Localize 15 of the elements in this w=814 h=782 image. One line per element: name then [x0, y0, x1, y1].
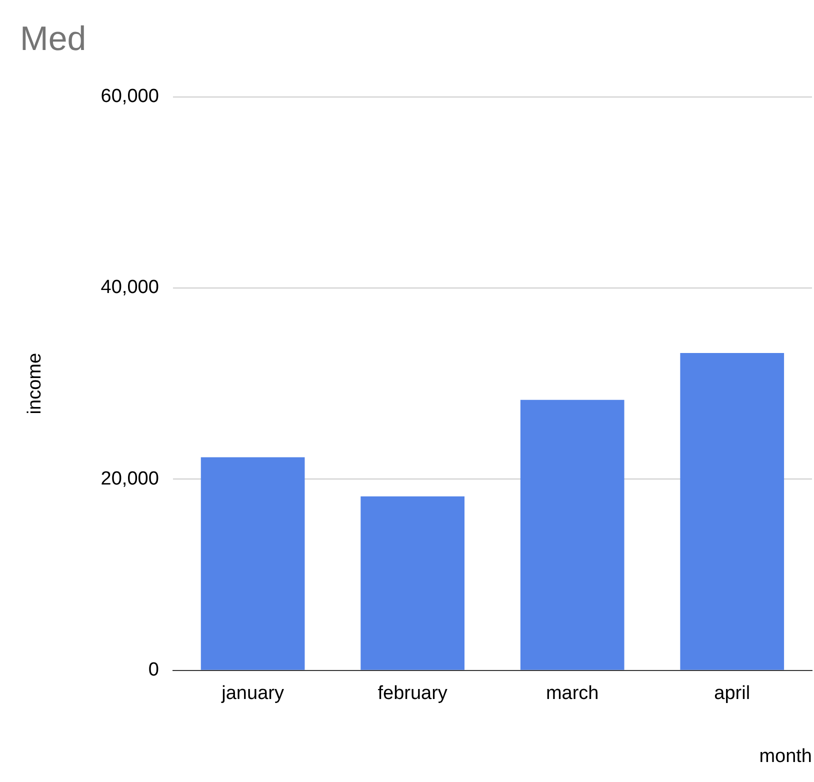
bar	[360, 496, 464, 670]
y-tick-label: 60,000	[100, 86, 159, 108]
y-tick-label: 40,000	[100, 277, 159, 298]
y-tick-label: 0	[148, 660, 159, 681]
x-tick-label: february	[378, 683, 448, 704]
bar	[520, 400, 624, 670]
x-axis-title: month	[759, 746, 812, 767]
x-tick-label: april	[714, 683, 750, 704]
bar	[200, 457, 305, 670]
y-tick-label: 20,000	[100, 468, 159, 490]
chart-title: Med	[20, 20, 86, 58]
x-tick-label: march	[546, 683, 599, 704]
x-tick-label: january	[220, 683, 284, 704]
bar	[680, 353, 784, 670]
y-axis-title: income	[24, 352, 46, 414]
